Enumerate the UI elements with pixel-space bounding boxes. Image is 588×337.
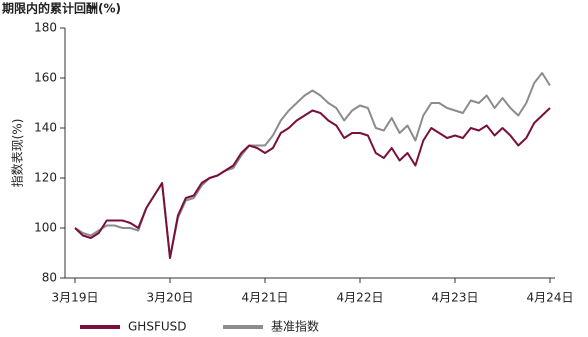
y-tick-label: 80 — [42, 271, 57, 285]
x-tick-label: 4月21日 — [242, 291, 289, 305]
series-line — [74, 72, 551, 259]
chart-title: 期限内的累计回酬(%) — [2, 1, 121, 16]
legend-label: 基准指数 — [271, 319, 319, 334]
x-tick-label: 4月24日 — [527, 291, 574, 305]
x-tick-label: 3月20日 — [147, 291, 194, 305]
x-tick-label: 3月19日 — [52, 291, 99, 305]
y-tick-label: 120 — [34, 171, 57, 185]
series-line — [74, 107, 551, 259]
y-tick-label: 140 — [34, 121, 57, 135]
y-tick-label: 160 — [34, 71, 57, 85]
legend-label: GHSFUSD — [128, 320, 186, 334]
x-tick-label: 4月22日 — [337, 291, 384, 305]
y-axis-label: 指数表现(%) — [10, 119, 25, 188]
y-tick-label: 180 — [34, 21, 57, 35]
y-tick-label: 100 — [34, 221, 57, 235]
x-tick-label: 4月23日 — [432, 291, 479, 305]
